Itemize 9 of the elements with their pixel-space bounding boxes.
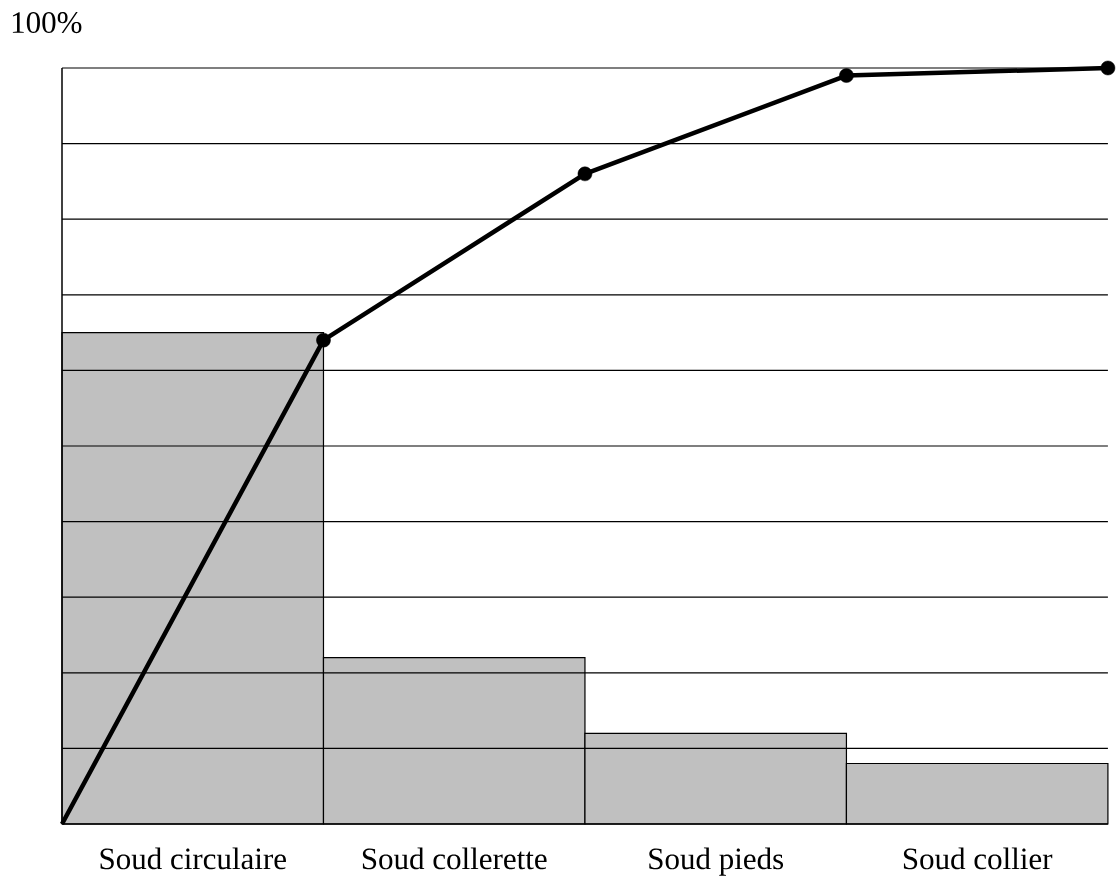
x-tick-label: Soud collier	[903, 847, 1053, 870]
y-axis-title: 100%	[12, 12, 82, 34]
point	[1100, 60, 1116, 76]
point	[839, 68, 854, 83]
x-tick-label: Soud pieds	[649, 847, 784, 876]
point	[577, 166, 593, 182]
point	[316, 332, 331, 348]
x-tick-label: Soud circulaire	[100, 847, 286, 870]
x-tick-label: Soud collerette	[362, 847, 547, 870]
